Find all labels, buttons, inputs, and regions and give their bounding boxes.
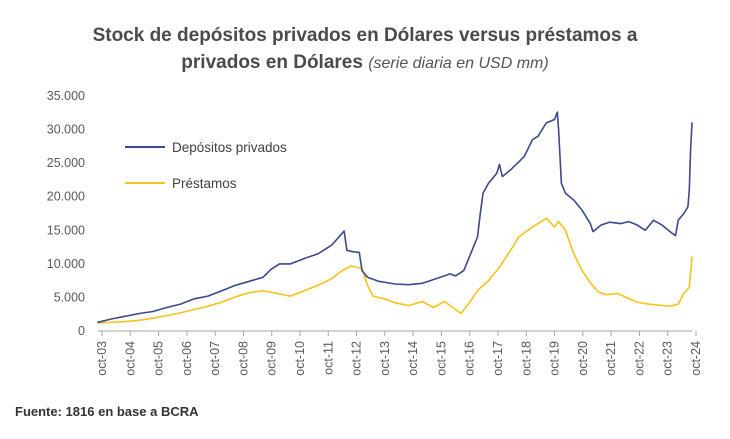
x-tick-label: oct-18	[519, 341, 533, 376]
x-tick-label: oct-06	[180, 341, 194, 376]
x-tick-label: oct-16	[463, 341, 477, 376]
depositos-line	[97, 111, 693, 324]
x-tick-label: oct-19	[548, 341, 562, 376]
x-tick-label: oct-05	[152, 341, 166, 376]
y-tick-label: 20.000	[47, 190, 85, 204]
y-tick-label: 30.000	[47, 123, 85, 137]
x-tick-label: oct-04	[123, 341, 137, 376]
chart-subtitle: (serie diaria en USD mm)	[368, 55, 549, 72]
prestamos-line	[97, 217, 693, 324]
title-line-2: privados en Dólares (serie diaria en USD…	[0, 49, 730, 77]
x-tick-label: oct-13	[378, 341, 392, 376]
x-tick-label: oct-08	[236, 341, 250, 376]
x-tick-label: oct-20	[576, 341, 590, 376]
y-tick-label: 5.000	[54, 290, 85, 304]
x-tick-label: oct-09	[265, 341, 279, 376]
y-axis: 0 5.000 10.000 15.000 20.000 25.000 30.000 35.0…	[47, 89, 85, 338]
x-tick-label: oct-22	[632, 341, 646, 376]
legend-label: Depósitos privados	[172, 140, 287, 155]
x-tick-label: oct-15	[434, 341, 448, 376]
x-tick-label: oct-24	[689, 341, 703, 376]
legend-label: Préstamos	[172, 176, 237, 191]
legend: Depósitos privados Préstamos	[125, 140, 287, 191]
x-tick-label: oct-14	[406, 341, 420, 376]
source-note: Fuente: 1816 en base a BCRA	[15, 404, 199, 419]
x-tick-label: oct-10	[293, 341, 307, 376]
x-tick-label: oct-07	[208, 341, 222, 376]
x-tick-label: oct-21	[604, 341, 618, 376]
x-tick-label: oct-23	[661, 341, 675, 376]
y-tick-label: 10.000	[47, 257, 85, 271]
x-axis: oct-03 oct-04 oct-05 oct-06 oct-07 oct-08 oct-…	[95, 330, 703, 376]
y-tick-label: 0	[78, 324, 85, 338]
chart-title: Stock de depósitos privados en Dólares v…	[0, 22, 730, 77]
series-lines	[97, 111, 693, 324]
x-tick-label: oct-12	[350, 341, 364, 376]
y-tick-label: 15.000	[47, 223, 85, 237]
x-tick-label: oct-17	[491, 341, 505, 376]
y-tick-label: 35.000	[47, 89, 85, 103]
x-tick-label: oct-03	[95, 341, 109, 376]
title-line-1: Stock de depósitos privados en Dólares v…	[92, 25, 638, 46]
y-tick-label: 25.000	[47, 156, 85, 170]
x-tick-label: oct-11	[321, 341, 335, 375]
title-line-2-main: privados en Dólares	[181, 52, 363, 73]
